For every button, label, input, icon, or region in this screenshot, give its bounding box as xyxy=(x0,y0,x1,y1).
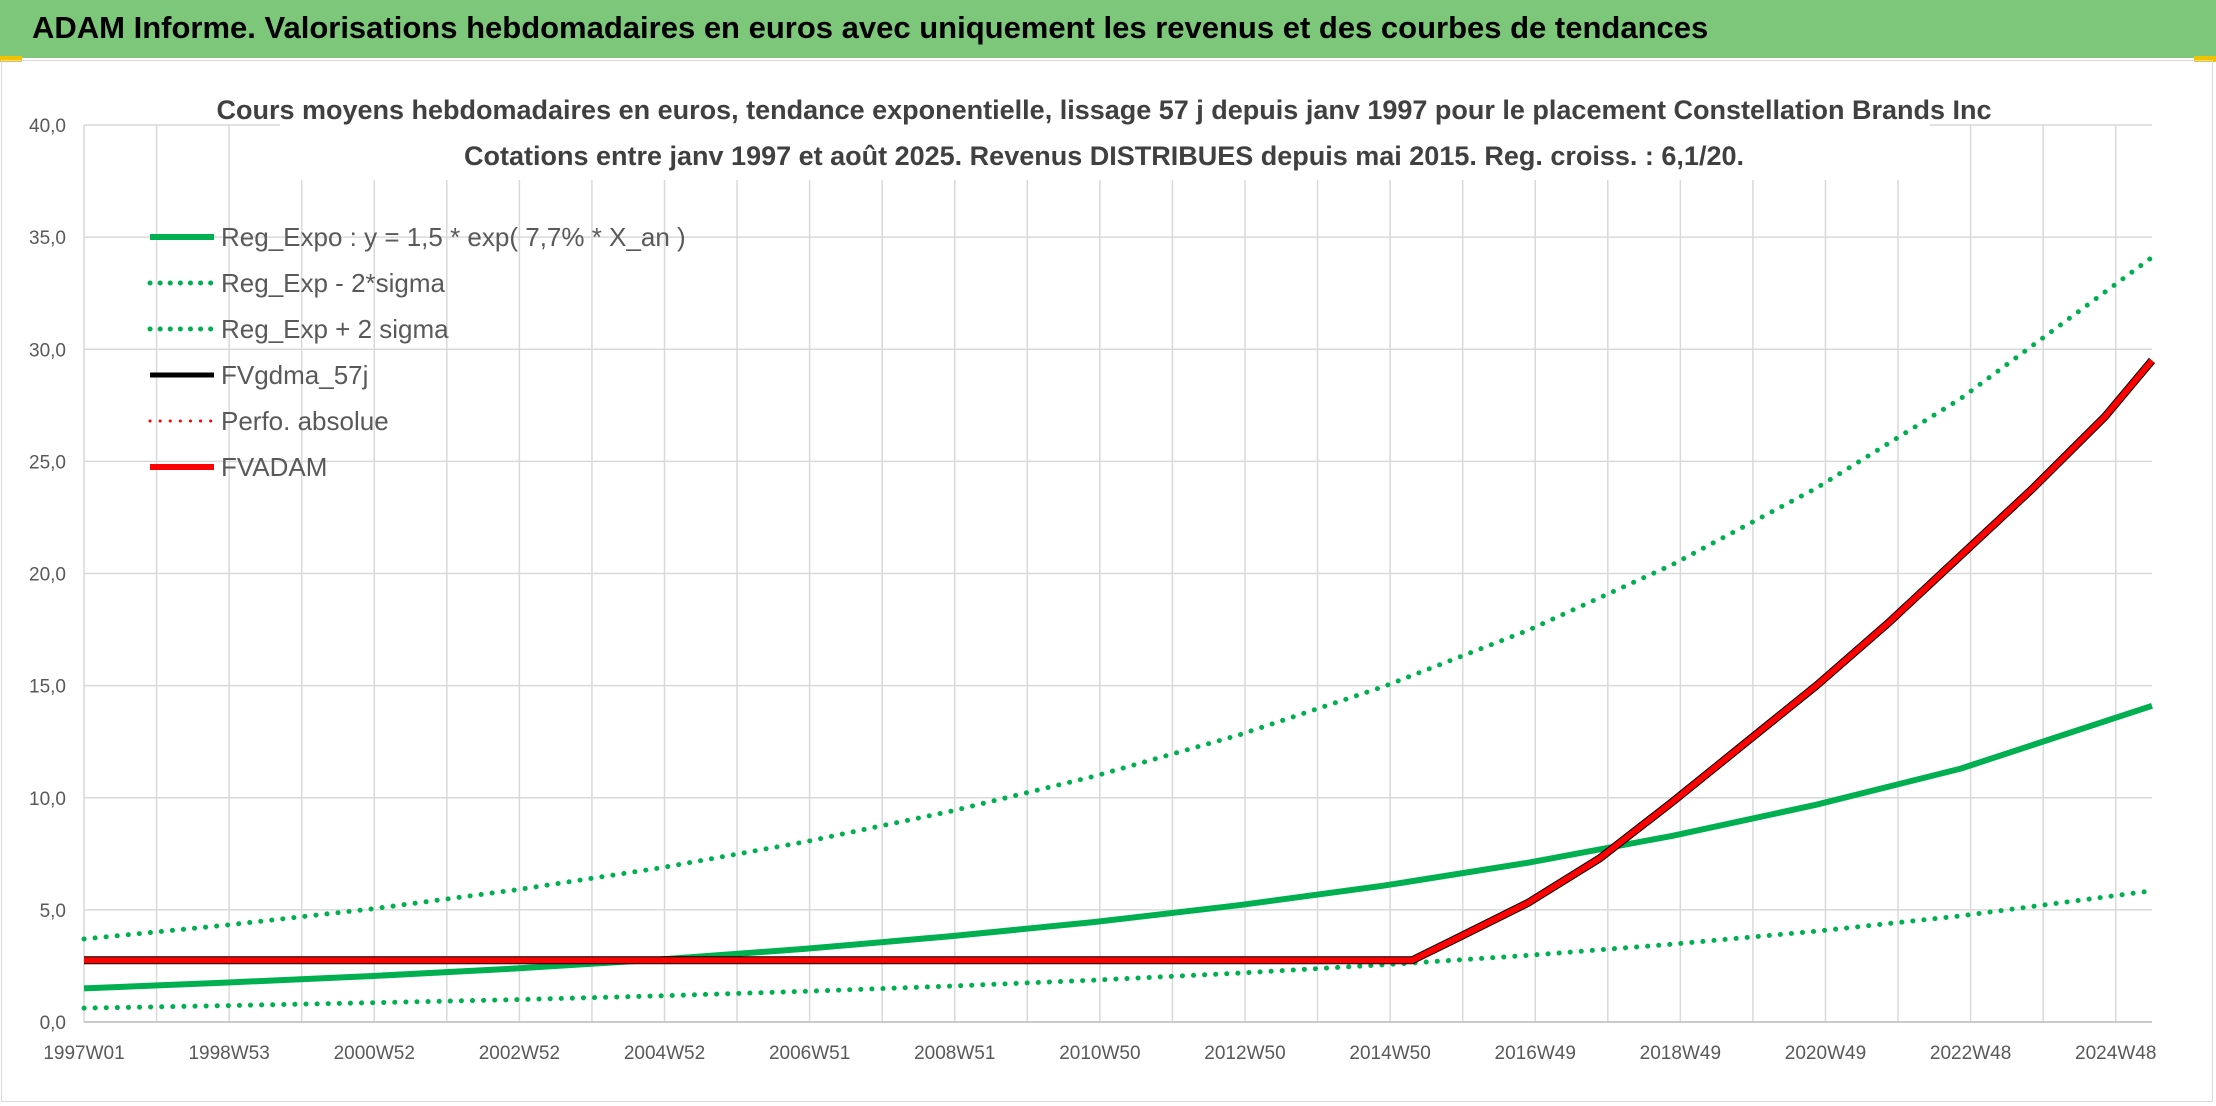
legend-label: Reg_Exp - 2*sigma xyxy=(221,268,446,298)
x-tick-label: 2018W49 xyxy=(1640,1043,1721,1064)
y-tick-label: 5,0 xyxy=(40,901,66,922)
chart-title: Cours moyens hebdomadaires en euros, ten… xyxy=(216,95,1991,125)
x-tick-label: 2002W52 xyxy=(479,1043,560,1064)
banner-corner-left xyxy=(0,56,22,62)
y-tick-label: 40,0 xyxy=(29,116,66,137)
x-tick-label: 2000W52 xyxy=(334,1043,415,1064)
legend-label: Perfo. absolue xyxy=(221,406,389,436)
x-tick-label: 2006W51 xyxy=(769,1043,850,1064)
title-background xyxy=(280,92,1930,180)
chart-frame xyxy=(1,60,2213,1102)
fvadam-line xyxy=(84,358,2155,964)
report-banner: ADAM Informe. Valorisations hebdomadaire… xyxy=(0,0,2216,58)
x-tick-label: 2022W48 xyxy=(1930,1043,2011,1064)
legend-label: Reg_Exp + 2 sigma xyxy=(221,314,449,344)
lower-band-line xyxy=(81,888,2155,1011)
x-tick-label: 2014W50 xyxy=(1349,1043,1430,1064)
x-axis-ticks: 1997W01 1998W53 2000W52 2002W52 2004W52 2006W… xyxy=(43,1043,2156,1064)
legend-label: FVADAM xyxy=(221,452,327,482)
y-tick-label: 30,0 xyxy=(29,340,66,361)
banner-corner-right xyxy=(2194,56,2216,62)
regression-line xyxy=(83,702,2153,992)
x-tick-label: 2020W49 xyxy=(1785,1043,1866,1064)
x-tick-label: 2024W48 xyxy=(2075,1043,2156,1064)
y-tick-label: 15,0 xyxy=(29,677,66,698)
y-tick-label: 25,0 xyxy=(29,452,66,473)
upper-band-line xyxy=(81,254,2155,942)
report-title: ADAM Informe. Valorisations hebdomadaire… xyxy=(32,10,1709,45)
x-tick-label: 1998W53 xyxy=(188,1043,269,1064)
chart-series xyxy=(81,254,2156,1011)
x-tick-label: 1997W01 xyxy=(43,1043,124,1064)
x-tick-label: 2008W51 xyxy=(914,1043,995,1064)
legend-label: FVgdma_57j xyxy=(221,360,368,390)
x-tick-label: 2012W50 xyxy=(1204,1043,1285,1064)
y-tick-label: 20,0 xyxy=(29,565,66,586)
x-tick-label: 2004W52 xyxy=(624,1043,705,1064)
legend-label: Reg_Expo : y = 1,5 * exp( 7,7% * X_an ) xyxy=(221,222,686,252)
chart-legend: Reg_Expo : y = 1,5 * exp( 7,7% * X_an ) R… xyxy=(147,222,686,482)
y-tick-label: 10,0 xyxy=(29,789,66,810)
chart-subtitle: Cotations entre janv 1997 et août 2025. … xyxy=(464,141,1744,171)
y-tick-label: 0,0 xyxy=(40,1013,66,1034)
y-axis-ticks: 0,0 5,0 10,0 15,0 20,0 25,0 30,0 35,0 40,0 xyxy=(29,116,66,1034)
chart-grid xyxy=(83,124,2152,1023)
y-tick-label: 35,0 xyxy=(29,228,66,249)
x-tick-label: 2016W49 xyxy=(1495,1043,1576,1064)
x-tick-label: 2010W50 xyxy=(1059,1043,1140,1064)
